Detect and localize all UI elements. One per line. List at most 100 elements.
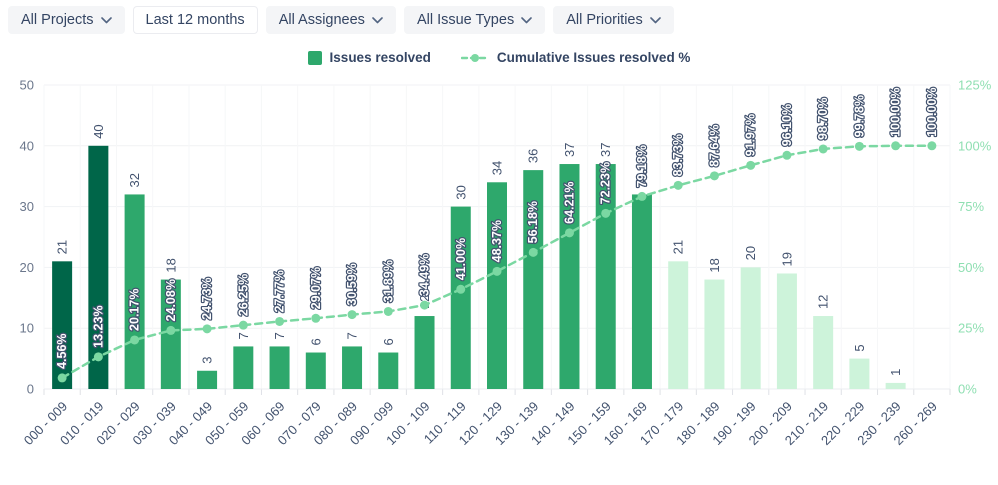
line-point[interactable] <box>420 300 430 310</box>
line-point[interactable] <box>238 320 248 330</box>
bar-value-label: 12 <box>816 295 831 309</box>
chart-legend: Issues resolved Cumulative Issues resolv… <box>0 50 998 65</box>
y-axis-right-label: 25% <box>958 321 984 336</box>
cumulative-pct-label: 83.73% <box>671 134 685 176</box>
line-point[interactable] <box>782 150 792 160</box>
line-point[interactable] <box>709 171 719 181</box>
bar-value-label: 18 <box>707 258 722 272</box>
cumulative-pct-label: 64.21% <box>562 181 576 223</box>
line-point[interactable] <box>166 325 176 335</box>
cumulative-pct-label: 100.00% <box>925 87 939 136</box>
line-point[interactable] <box>601 208 611 218</box>
bar[interactable] <box>631 194 652 389</box>
bar-value-label: 18 <box>163 258 178 272</box>
bar-value-label: 20 <box>743 246 758 260</box>
cumulative-pct-label: 96.10% <box>780 104 794 146</box>
bar[interactable] <box>523 170 544 389</box>
bar[interactable] <box>668 261 689 389</box>
bar[interactable] <box>559 164 580 389</box>
bar[interactable] <box>414 316 435 389</box>
line-point[interactable] <box>927 141 937 151</box>
bar-value-label: 1 <box>888 369 903 376</box>
line-point[interactable] <box>311 313 321 323</box>
filter-projects-label: All Projects <box>21 12 94 28</box>
bar[interactable] <box>269 346 290 389</box>
line-point[interactable] <box>854 141 864 151</box>
line-point[interactable] <box>746 160 756 170</box>
bar[interactable] <box>233 346 254 389</box>
bar[interactable] <box>305 352 326 389</box>
y-axis-left-label: 40 <box>20 138 34 153</box>
filter-issue-types-label: All Issue Types <box>416 12 515 28</box>
filter-priorities[interactable]: All Priorities <box>553 6 674 34</box>
y-axis-right-label: 75% <box>958 199 984 214</box>
bar-value-label: 32 <box>127 173 142 187</box>
bar[interactable] <box>885 382 906 389</box>
y-axis-right-label: 100% <box>958 138 992 153</box>
bar-value-label: 32 <box>634 173 649 187</box>
cumulative-pct-label: 98.70% <box>816 98 830 140</box>
y-axis-left-label: 50 <box>20 78 34 93</box>
line-point[interactable] <box>57 373 67 383</box>
cumulative-pct-label: 4.56% <box>55 333 69 368</box>
bar[interactable] <box>595 164 616 389</box>
bar[interactable] <box>704 279 725 389</box>
y-axis-left-label: 20 <box>20 260 34 275</box>
bar-value-label: 21 <box>671 240 686 254</box>
dashed-line-dot-icon <box>460 53 489 62</box>
bar-value-label: 40 <box>91 124 106 138</box>
line-point[interactable] <box>93 352 103 362</box>
bar-value-label: 6 <box>381 338 396 345</box>
line-point[interactable] <box>383 306 393 316</box>
line-point[interactable] <box>891 141 901 151</box>
pareto-chart-svg: 010203040500%25%50%75%100%125%2140321837… <box>20 78 992 448</box>
filter-issue-types[interactable]: All Issue Types <box>403 6 546 34</box>
cumulative-pct-label: 13.23% <box>91 305 105 347</box>
bar[interactable] <box>197 370 218 389</box>
bar[interactable] <box>776 273 797 389</box>
bar[interactable] <box>88 145 109 389</box>
bar[interactable] <box>342 346 363 389</box>
bar[interactable] <box>378 352 399 389</box>
line-point[interactable] <box>564 228 574 238</box>
filter-assignees[interactable]: All Assignees <box>265 6 396 34</box>
bar-swatch-icon <box>307 50 322 65</box>
chevron-down-icon <box>649 16 661 23</box>
bar[interactable] <box>124 194 145 389</box>
line-point[interactable] <box>492 266 502 276</box>
filter-time-range[interactable]: Last 12 months <box>132 6 258 34</box>
bar[interactable] <box>813 316 834 389</box>
bar[interactable] <box>52 261 73 389</box>
y-axis-right-label: 50% <box>958 260 984 275</box>
cumulative-pct-label: 24.73% <box>200 277 214 319</box>
line-point[interactable] <box>637 191 647 201</box>
line-point[interactable] <box>456 284 466 294</box>
bar-value-label: 3 <box>200 357 215 364</box>
cumulative-pct-label: 41.00% <box>454 238 468 280</box>
line-point[interactable] <box>275 316 285 326</box>
bar-value-label: 7 <box>272 332 287 339</box>
line-point[interactable] <box>347 310 357 320</box>
cumulative-pct-label: 87.64% <box>707 124 721 166</box>
bar[interactable] <box>450 206 471 389</box>
y-axis-left-label: 10 <box>20 321 34 336</box>
cumulative-pct-label: 20.17% <box>128 289 142 331</box>
cumulative-pct-label: 30.59% <box>345 263 359 305</box>
bar-value-label: 6 <box>308 338 323 345</box>
line-point[interactable] <box>818 144 828 154</box>
filter-projects[interactable]: All Projects <box>8 6 125 34</box>
legend-cumulative-percent[interactable]: Cumulative Issues resolved % <box>460 50 690 65</box>
cumulative-pct-label: 72.23% <box>599 162 613 204</box>
legend-issues-resolved[interactable]: Issues resolved <box>307 50 431 65</box>
line-point[interactable] <box>673 180 683 190</box>
bar[interactable] <box>740 267 761 389</box>
bar[interactable] <box>487 182 507 389</box>
bar-value-label: 37 <box>598 143 613 157</box>
line-point[interactable] <box>130 335 140 345</box>
line-point[interactable] <box>528 247 538 257</box>
line-point[interactable] <box>202 324 212 334</box>
chevron-down-icon <box>100 16 112 23</box>
bar[interactable] <box>849 358 870 389</box>
chevron-down-icon <box>521 16 533 23</box>
cumulative-pct-label: 26.25% <box>236 274 250 316</box>
